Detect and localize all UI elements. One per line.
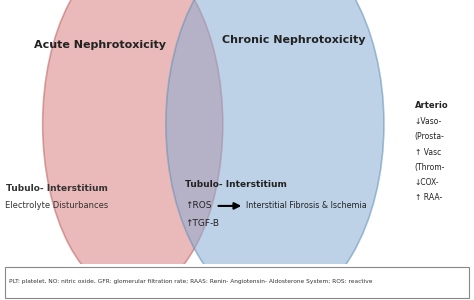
Text: ↑ RAA-: ↑ RAA- [415, 194, 442, 202]
Text: Interstitial Fibrosis & Ischemia: Interstitial Fibrosis & Ischemia [246, 201, 367, 210]
Text: (Throm-: (Throm- [415, 163, 445, 172]
Text: Arterio: Arterio [415, 101, 448, 110]
Text: ↓COX-: ↓COX- [415, 178, 439, 187]
Text: ↑ROS: ↑ROS [185, 201, 211, 210]
Text: Chronic Nephrotoxicity: Chronic Nephrotoxicity [222, 34, 365, 45]
Text: Electrolyte Disturbances: Electrolyte Disturbances [5, 201, 109, 210]
Text: ↑ Vasc: ↑ Vasc [415, 148, 441, 157]
Text: (Prosta-: (Prosta- [415, 132, 445, 141]
Text: Tubulo- Interstitium: Tubulo- Interstitium [185, 180, 287, 189]
Text: PLT: platelet, NO: nitric oxide, GFR: glomerular filtration rate; RAAS: Renin- A: PLT: platelet, NO: nitric oxide, GFR: gl… [9, 280, 373, 284]
Text: Tubulo- Interstitium: Tubulo- Interstitium [6, 184, 108, 193]
FancyBboxPatch shape [5, 266, 469, 298]
Text: ↑TGF-B: ↑TGF-B [185, 219, 219, 228]
Text: ↓Vaso-: ↓Vaso- [415, 117, 442, 126]
Ellipse shape [166, 0, 384, 300]
Ellipse shape [43, 0, 223, 295]
Text: Acute Nephrotoxicity: Acute Nephrotoxicity [34, 40, 165, 50]
